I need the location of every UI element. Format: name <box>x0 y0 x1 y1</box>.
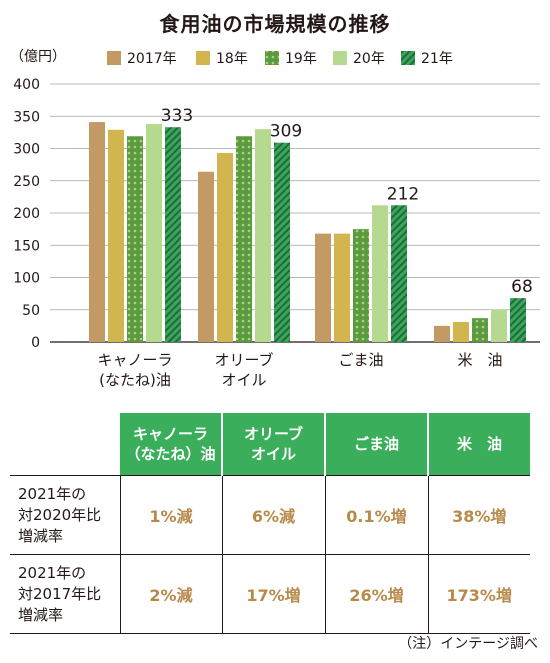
bar <box>274 142 290 342</box>
row-label-line: 増減率 <box>18 605 64 624</box>
table-corner-cell <box>10 413 120 476</box>
legend-swatch <box>401 51 415 65</box>
table-header-line: オイル <box>250 445 296 463</box>
row-label-line: 対2020年比 <box>18 505 102 524</box>
bar <box>217 153 233 342</box>
legend-label: 18年 <box>216 51 248 67</box>
y-tick-label: 100 <box>13 271 40 287</box>
bar <box>108 129 124 342</box>
table-header-olive: オリーブ オイル <box>222 413 326 476</box>
row-label-line: 増減率 <box>18 526 64 545</box>
table-cell: 6%減 <box>222 475 326 555</box>
legend-label: 21年 <box>421 51 453 67</box>
category-label: キャノーラ <box>97 351 172 369</box>
legend-swatch <box>196 51 210 65</box>
row-label-line: 2021年の <box>18 563 87 582</box>
table-header-line: キャノーラ <box>132 425 208 443</box>
table-cell: 2%減 <box>120 554 223 634</box>
growth-rate-table: キャノーラ （なたね）油 オリーブ オイル ごま油 米 油 2021年の 対20… <box>10 413 530 634</box>
table-cell: 0.1%増 <box>325 475 429 555</box>
category-label: ごま油 <box>338 351 383 369</box>
y-tick-label: 300 <box>13 142 40 158</box>
table-header-line: 米 油 <box>456 435 502 453</box>
chart-title: 食用油の市場規模の推移 <box>159 12 391 36</box>
table-cell: 17%増 <box>222 554 326 634</box>
y-tick-label: 250 <box>13 174 40 190</box>
category-label: オリーブ <box>214 351 273 369</box>
legend-label: 2017年 <box>127 51 177 67</box>
bar <box>315 233 331 342</box>
bar <box>491 309 507 342</box>
data-label: 333 <box>161 106 193 126</box>
legend-swatch <box>107 51 121 65</box>
y-tick-label: 400 <box>13 77 40 93</box>
table-header-line: （なたね）油 <box>125 445 216 463</box>
table-header-rice: 米 油 <box>428 413 530 476</box>
y-tick-label: 350 <box>13 109 40 125</box>
table-row: 2021年の 対2017年比 増減率 2%減 17%増 26%増 173%増 <box>10 554 530 634</box>
bar <box>334 233 350 342</box>
bar <box>510 298 526 342</box>
bar <box>236 136 252 342</box>
y-tick-label: 200 <box>13 206 40 222</box>
row-label: 2021年の 対2017年比 増減率 <box>10 554 121 634</box>
y-tick-label: 150 <box>13 238 40 254</box>
y-tick-label: 50 <box>22 303 40 319</box>
bar <box>472 318 488 342</box>
y-axis-unit-label: （億円） <box>10 49 66 65</box>
legend-label: 20年 <box>353 51 385 67</box>
bar <box>372 205 388 342</box>
y-tick-label: 0 <box>31 335 40 351</box>
category-label: (なたね)油 <box>99 371 171 389</box>
data-label: 212 <box>387 184 419 204</box>
data-label: 68 <box>511 277 533 297</box>
table-cell: 38%増 <box>428 475 530 555</box>
table-cell: 1%減 <box>120 475 223 555</box>
table-row: 2021年の 対2020年比 増減率 1%減 6%減 0.1%増 38%増 <box>10 475 530 555</box>
legend-swatch <box>265 51 279 65</box>
bar <box>198 171 214 342</box>
data-label: 309 <box>270 122 302 142</box>
source-note: （注）インテージ調べ <box>398 636 538 652</box>
legend-swatch <box>333 51 347 65</box>
bar <box>127 136 143 342</box>
bar <box>391 205 407 342</box>
bar <box>453 322 469 342</box>
table-cell: 26%増 <box>325 554 429 634</box>
bar <box>89 122 105 343</box>
table-header-sesame: ごま油 <box>325 413 429 476</box>
bar <box>353 229 369 342</box>
category-label: オイル <box>221 371 266 389</box>
bar-chart: 0 50 100 150 200 250 300 350 400 333 309 212 68 201… <box>13 51 540 389</box>
bar <box>146 123 162 343</box>
bar <box>165 127 181 342</box>
legend-label: 19年 <box>285 51 317 67</box>
table-cell: 173%増 <box>428 554 530 634</box>
table-header-line: オリーブ <box>243 425 304 443</box>
category-label: 米 油 <box>457 351 502 369</box>
row-label-line: 2021年の <box>18 484 87 503</box>
table-header-canola: キャノーラ （なたね）油 <box>120 413 223 476</box>
bar <box>255 129 271 342</box>
table-header-line: ごま油 <box>353 435 399 453</box>
row-label: 2021年の 対2020年比 増減率 <box>10 475 121 555</box>
row-label-line: 対2017年比 <box>18 584 102 603</box>
bar <box>434 325 450 342</box>
